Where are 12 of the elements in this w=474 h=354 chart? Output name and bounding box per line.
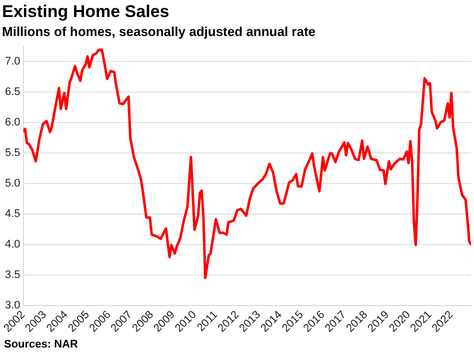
- y-tick-label: 4.5: [4, 208, 20, 220]
- y-tick-label: 6.0: [4, 116, 20, 128]
- y-tick-label: 5.5: [4, 146, 20, 159]
- chart-title: Existing Home Sales: [2, 2, 170, 21]
- chart-subtitle: Millions of homes, seasonally adjusted annual rate: [2, 24, 316, 39]
- y-tick-label: 3.5: [4, 268, 20, 281]
- source-note: Sources: NAR: [4, 338, 78, 351]
- y-tick-label: 3.0: [4, 299, 20, 312]
- y-tick-label: 7.0: [4, 55, 20, 68]
- y-tick-label: 5.0: [4, 177, 20, 190]
- y-tick-label: 4.0: [4, 238, 20, 250]
- y-tick-label: 6.5: [4, 86, 20, 98]
